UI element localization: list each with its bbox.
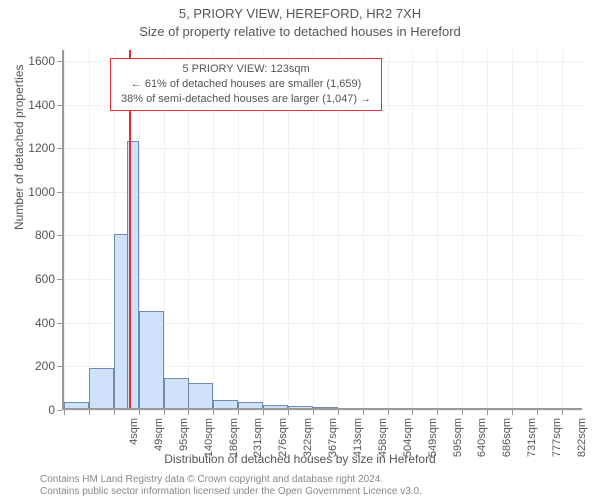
xtick-mark xyxy=(437,410,438,415)
ytick-label: 800 xyxy=(5,228,55,242)
gridline-v xyxy=(64,50,65,410)
xtick-label: 595sqm xyxy=(452,418,464,478)
xtick-label: 686sqm xyxy=(501,418,513,478)
annotation-line2: ← 61% of detached houses are smaller (1,… xyxy=(121,77,371,92)
chart-title-line1: 5, PRIORY VIEW, HEREFORD, HR2 7XH xyxy=(0,6,600,21)
xtick-label: 731sqm xyxy=(526,418,538,478)
xtick-mark xyxy=(388,410,389,415)
xtick-label: 4sqm xyxy=(128,418,140,478)
xtick-label: 140sqm xyxy=(203,418,215,478)
xtick-label: 822sqm xyxy=(576,418,588,478)
xtick-label: 549sqm xyxy=(427,418,439,478)
annotation-line1: 5 PRIORY VIEW: 123sqm xyxy=(121,62,371,77)
gridline-v xyxy=(388,50,389,410)
xtick-label: 367sqm xyxy=(327,418,339,478)
xtick-label: 413sqm xyxy=(352,418,364,478)
xtick-mark xyxy=(313,410,314,415)
xtick-mark xyxy=(188,410,189,415)
xtick-label: 49sqm xyxy=(153,418,165,478)
histogram-bar xyxy=(89,368,114,409)
gridline-h xyxy=(62,192,582,193)
xtick-mark xyxy=(64,410,65,415)
xtick-label: 458sqm xyxy=(377,418,389,478)
gridline-v xyxy=(562,50,563,410)
xtick-mark xyxy=(238,410,239,415)
ytick-label: 1600 xyxy=(5,54,55,68)
ytick-label: 600 xyxy=(5,272,55,286)
axis-spine-bottom xyxy=(62,408,582,410)
plot-area: 5 PRIORY VIEW: 123sqm← 61% of detached h… xyxy=(62,50,582,410)
gridline-v xyxy=(89,50,90,410)
chart-subtitle: Size of property relative to detached ho… xyxy=(0,24,600,39)
histogram-bar xyxy=(164,378,189,409)
ytick-label: 1000 xyxy=(5,185,55,199)
xtick-mark xyxy=(263,410,264,415)
xtick-label: 95sqm xyxy=(178,418,190,478)
xtick-label: 322sqm xyxy=(302,418,314,478)
axis-spine-left xyxy=(62,50,64,410)
xtick-mark xyxy=(363,410,364,415)
gridline-v xyxy=(412,50,413,410)
xtick-mark xyxy=(512,410,513,415)
histogram-bar xyxy=(188,383,213,409)
xtick-mark xyxy=(164,410,165,415)
gridline-v xyxy=(462,50,463,410)
xtick-mark xyxy=(288,410,289,415)
caption-licence: Contains public sector information licen… xyxy=(40,486,422,497)
annotation-box: 5 PRIORY VIEW: 123sqm← 61% of detached h… xyxy=(110,58,382,111)
ytick-label: 400 xyxy=(5,316,55,330)
xtick-mark xyxy=(139,410,140,415)
xtick-mark xyxy=(562,410,563,415)
xtick-label: 777sqm xyxy=(551,418,563,478)
xtick-mark xyxy=(114,410,115,415)
ytick-label: 0 xyxy=(5,403,55,417)
xtick-mark xyxy=(338,410,339,415)
xtick-mark xyxy=(462,410,463,415)
xtick-mark xyxy=(487,410,488,415)
xtick-mark xyxy=(412,410,413,415)
gridline-v xyxy=(537,50,538,410)
xtick-label: 640sqm xyxy=(476,418,488,478)
ytick-mark xyxy=(57,410,62,411)
gridline-h xyxy=(62,279,582,280)
ytick-label: 1200 xyxy=(5,141,55,155)
gridline-v xyxy=(487,50,488,410)
ytick-label: 200 xyxy=(5,359,55,373)
gridline-h xyxy=(62,410,582,411)
gridline-v xyxy=(437,50,438,410)
gridline-h xyxy=(62,148,582,149)
xtick-mark xyxy=(537,410,538,415)
xtick-label: 231sqm xyxy=(252,418,264,478)
xtick-mark xyxy=(213,410,214,415)
xtick-label: 276sqm xyxy=(277,418,289,478)
gridline-v xyxy=(512,50,513,410)
xtick-label: 504sqm xyxy=(402,418,414,478)
xtick-mark xyxy=(89,410,90,415)
xtick-label: 186sqm xyxy=(228,418,240,478)
gridline-h xyxy=(62,235,582,236)
annotation-line3: 38% of semi-detached houses are larger (… xyxy=(121,92,371,107)
histogram-bar xyxy=(139,311,164,409)
ytick-label: 1400 xyxy=(5,98,55,112)
